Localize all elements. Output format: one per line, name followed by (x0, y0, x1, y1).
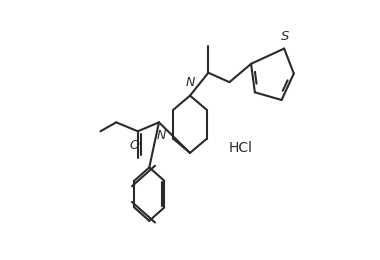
Text: N: N (157, 129, 166, 142)
Text: S: S (281, 30, 290, 43)
Text: O: O (130, 139, 140, 152)
Text: HCl: HCl (229, 141, 253, 155)
Text: N: N (185, 76, 195, 89)
